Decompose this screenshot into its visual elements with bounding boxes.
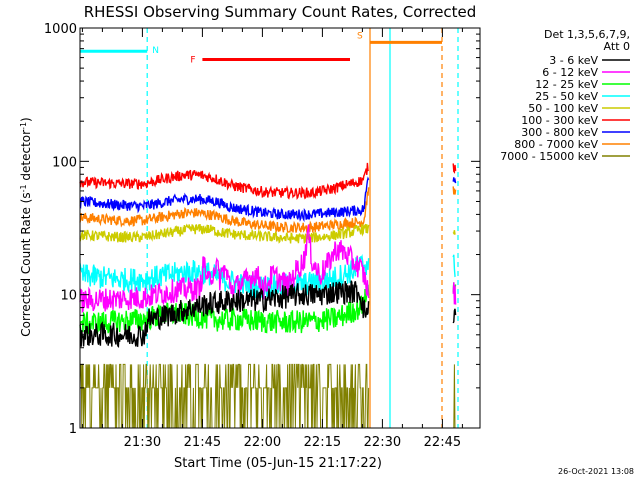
- x-tick-label: 21:45: [184, 435, 221, 450]
- legend-label: 800 - 7000 keV: [514, 138, 598, 151]
- series-800-7000-kev-line: [79, 186, 457, 234]
- y-tick-label: 100: [52, 155, 77, 170]
- legend-label: 7000 - 15000 keV: [500, 150, 598, 163]
- annotation-label-n: N: [152, 46, 159, 56]
- y-axis-label: Corrected Count Rate (s-1 detector-1): [19, 117, 33, 336]
- series-7000-15000-kev: [79, 363, 456, 429]
- series-50-100-kev-line: [79, 223, 456, 244]
- x-tick-label: 21:30: [124, 435, 161, 450]
- x-tick-label: 22:30: [364, 435, 401, 450]
- footer-date: 26-Oct-2021 13:08: [558, 467, 634, 476]
- series-7000-15000-kev-line: [79, 363, 456, 429]
- plot-area: N F S 1 10 100 1000 21:30 21:45 22:00 22:15 22:30 22…: [44, 22, 481, 450]
- legend-label: 25 - 50 keV: [535, 90, 598, 103]
- x-axis-label: Start Time (05-Jun-15 21:17:22): [174, 456, 382, 471]
- annotation-label-s: S: [357, 31, 363, 41]
- legend-header-line: Att 0: [604, 40, 630, 53]
- y-tick-label: 1000: [44, 22, 77, 37]
- y-tick-label: 10: [60, 289, 77, 304]
- series-300-800-kev-line: [79, 176, 457, 223]
- chart-title: RHESSI Observing Summary Count Rates, Co…: [84, 3, 477, 21]
- series-300-800-kev: [79, 176, 457, 223]
- legend-label: 300 - 800 keV: [521, 126, 598, 139]
- x-tick-label: 22:00: [244, 435, 281, 450]
- legend-label: 6 - 12 keV: [542, 66, 598, 79]
- x-tick-label: 22:15: [304, 435, 341, 450]
- legend-label: 100 - 300 keV: [521, 114, 598, 127]
- series-800-7000-kev: [79, 186, 457, 234]
- y-tick-label: 1: [69, 422, 77, 437]
- legend-header-line: Det 1,3,5,6,7,9,: [544, 28, 630, 41]
- annotation-label-f: F: [190, 56, 195, 66]
- series-3-6-kev-line: [79, 280, 457, 349]
- plot-frame: [79, 27, 481, 429]
- x-tick-label: 22:45: [424, 435, 461, 450]
- series-6-12-kev-line: [79, 224, 457, 314]
- series-3-6-kev: [79, 280, 457, 349]
- legend-label: 50 - 100 keV: [528, 102, 598, 115]
- series-100-300-kev-line: [79, 162, 457, 200]
- legend-label: 12 - 25 keV: [535, 78, 598, 91]
- legend-label: 3 - 6 keV: [549, 54, 598, 67]
- series-50-100-kev: [79, 223, 456, 244]
- series-6-12-kev: [79, 224, 457, 314]
- series-100-300-kev: [79, 162, 457, 200]
